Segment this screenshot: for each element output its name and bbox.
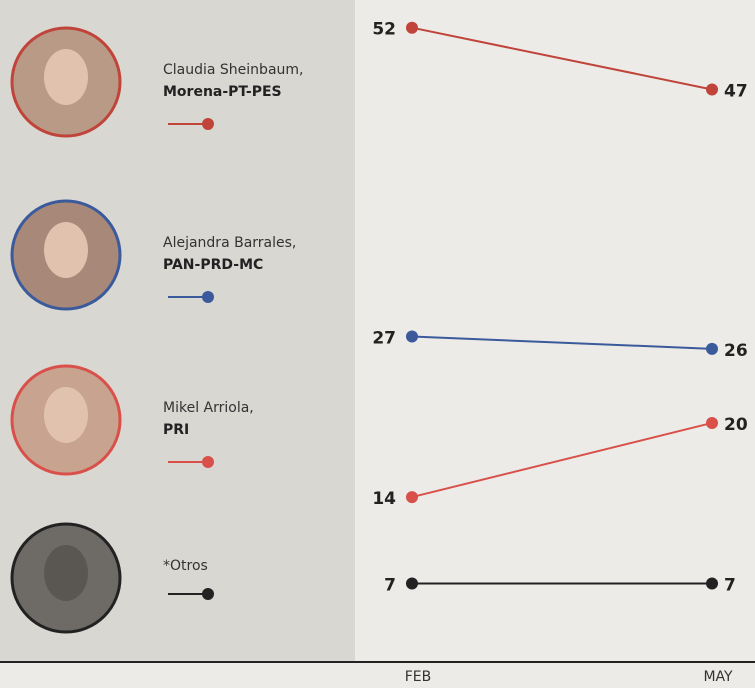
value-label: 7 <box>724 576 736 596</box>
legend-name: *Otros <box>163 558 208 574</box>
photo-face <box>44 49 88 105</box>
point <box>706 83 718 95</box>
point <box>706 578 718 590</box>
value-label: 47 <box>724 81 748 101</box>
point <box>406 578 418 590</box>
photo-face <box>44 545 88 601</box>
series-line <box>412 423 712 497</box>
value-label: 27 <box>372 329 396 349</box>
value-label: 26 <box>724 341 748 361</box>
x-tick-label: MAY <box>703 669 733 685</box>
value-label: 52 <box>372 20 396 40</box>
photo-face <box>44 387 88 443</box>
legend-dot <box>202 291 214 303</box>
value-label: 20 <box>724 415 748 435</box>
x-tick-label: FEB <box>405 669 432 685</box>
legend-dot <box>202 456 214 468</box>
legend-party: PAN-PRD-MC <box>163 257 263 273</box>
legend-party: PRI <box>163 422 189 438</box>
point <box>406 491 418 503</box>
legend-dot <box>202 118 214 130</box>
series-line <box>412 337 712 349</box>
value-label: 14 <box>372 489 396 509</box>
legend-party: Morena-PT-PES <box>163 84 282 100</box>
legend-name: Mikel Arriola, <box>163 400 254 416</box>
legend-dot <box>202 588 214 600</box>
legend-name: Claudia Sheinbaum, <box>163 62 304 78</box>
point <box>406 331 418 343</box>
point <box>706 417 718 429</box>
point <box>406 22 418 34</box>
legend-name: Alejandra Barrales, <box>163 235 296 251</box>
photo-face <box>44 222 88 278</box>
value-label: 7 <box>384 576 396 596</box>
point <box>706 343 718 355</box>
chart: FEB MAY 52 47 Claudia Sheinbaum, Morena-PT-PE… <box>0 0 755 688</box>
series-line <box>412 28 712 90</box>
